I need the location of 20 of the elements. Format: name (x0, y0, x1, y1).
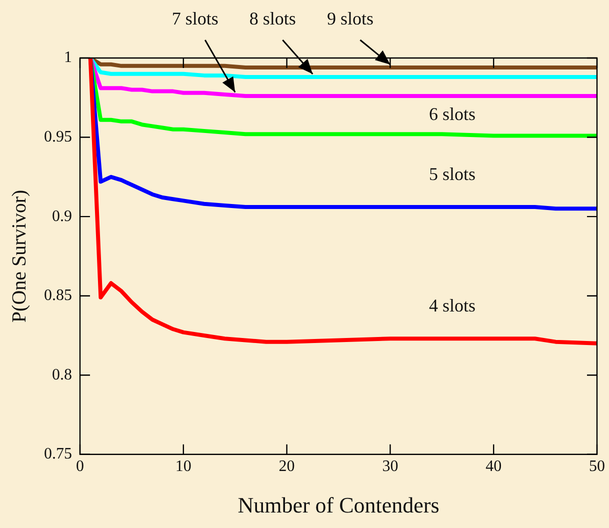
x-tick-label: 40 (486, 458, 502, 476)
y-tick-label: 0.75 (44, 446, 72, 463)
y-tick-label: 1 (64, 49, 72, 66)
series-label: 4 slots (428, 295, 476, 316)
y-axis-title: P(One Survivor) (8, 190, 30, 323)
x-axis-title: Number of Contenders (238, 492, 440, 518)
text: 9 slots (326, 8, 374, 29)
text: 7 slots (172, 8, 218, 29)
x-tick-label: 30 (382, 458, 398, 476)
y-tick-label: 0.85 (44, 287, 72, 304)
x-tick-label: 50 (589, 458, 605, 476)
x-tick-label: 10 (175, 458, 192, 476)
y-tick-label: 0.95 (44, 128, 72, 146)
x-tick-label: 0 (76, 458, 84, 476)
y-tick-label: 0.9 (52, 208, 72, 225)
series-label: 5 slots (428, 164, 476, 184)
text: 8 slots (249, 8, 296, 29)
x-tick-label: 20 (278, 458, 295, 476)
y-tick-label: 0.8 (52, 366, 72, 384)
series-label: 6 slots (428, 104, 476, 124)
